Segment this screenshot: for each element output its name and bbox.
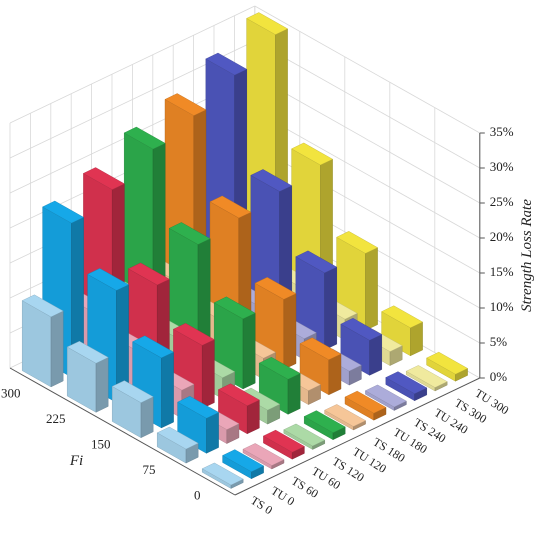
- bar-top: [258, 356, 301, 380]
- bar-top: [217, 383, 260, 407]
- bar-top: [324, 404, 367, 427]
- bar-top: [254, 277, 297, 300]
- bar-top: [262, 429, 305, 453]
- bar-top: [209, 195, 252, 219]
- grid-line: [254, 40, 480, 169]
- bar: [364, 384, 407, 411]
- bar: [177, 395, 220, 454]
- z-tick-label: 5%: [490, 334, 508, 349]
- bar: [283, 423, 326, 450]
- bar-front: [283, 293, 297, 370]
- bar-front: [324, 266, 337, 351]
- bar-front: [201, 339, 215, 409]
- bar: [381, 305, 424, 357]
- x-tick-label: 0: [194, 487, 201, 502]
- bar-top: [168, 222, 211, 245]
- bar-top: [303, 410, 346, 433]
- bar-top: [42, 200, 85, 224]
- bar: [426, 351, 469, 382]
- bar-top: [299, 337, 342, 361]
- bar-top: [426, 351, 469, 375]
- bar-top: [295, 250, 338, 274]
- bar: [324, 404, 367, 431]
- bar-top: [123, 126, 166, 150]
- bar-front: [287, 373, 301, 415]
- bar-top: [291, 142, 334, 166]
- grid-line: [254, 110, 480, 239]
- axis-line: [234, 377, 481, 496]
- bar-top: [21, 294, 64, 318]
- bar-front: [365, 247, 378, 331]
- bar-top: [82, 167, 125, 190]
- bar: [21, 294, 64, 388]
- bar-top: [405, 365, 448, 388]
- bar-top: [156, 426, 199, 450]
- bar-top: [250, 169, 293, 192]
- bar-top: [344, 390, 387, 414]
- bars: [21, 12, 469, 489]
- bar: [405, 365, 448, 392]
- z-tick-label: 15%: [490, 264, 514, 279]
- bar: [201, 462, 244, 489]
- x-tick-label: 225: [46, 411, 66, 426]
- bar-top: [283, 423, 326, 447]
- bar-top: [340, 317, 383, 341]
- bar-top: [172, 323, 215, 346]
- bar: [344, 390, 387, 421]
- bar-front: [369, 334, 382, 376]
- x-axis-title: Fi: [69, 453, 83, 469]
- bar: [242, 443, 285, 470]
- z-tick-label: 20%: [490, 229, 514, 244]
- bar-front: [140, 396, 154, 439]
- bar-top: [66, 340, 109, 364]
- bar-top: [242, 443, 285, 466]
- bar-front: [328, 353, 342, 396]
- bar-top: [336, 231, 379, 254]
- bar-top: [205, 52, 248, 76]
- bar-top: [111, 380, 154, 403]
- x-tick-label: 150: [91, 436, 111, 451]
- bar: [66, 340, 109, 413]
- bar: [262, 429, 305, 460]
- bar-top: [213, 296, 256, 320]
- bar: [303, 410, 346, 441]
- bar-top: [164, 93, 207, 116]
- bar-front: [242, 312, 256, 390]
- bar-top: [381, 305, 424, 329]
- z-tick-label: 10%: [490, 299, 514, 314]
- bar: [156, 426, 199, 464]
- bar-top: [132, 335, 175, 359]
- x-tick-label: 300: [1, 386, 21, 401]
- z-tick-label: 30%: [490, 159, 514, 174]
- bar-top: [87, 268, 130, 291]
- bar-front: [95, 357, 109, 413]
- bar: [385, 371, 428, 402]
- bar-front: [161, 351, 174, 429]
- bar-top: [246, 12, 289, 35]
- axis-line: [9, 367, 236, 496]
- bar: [111, 380, 154, 439]
- z-tick-label: 25%: [490, 194, 514, 209]
- bar-top: [364, 384, 407, 408]
- bar-top: [385, 371, 428, 394]
- bar-top: [201, 462, 244, 486]
- bar-top: [177, 395, 220, 419]
- z-axis-title: Strength Loss Rate: [519, 199, 535, 312]
- bar: [217, 383, 260, 435]
- z-tick-label: 35%: [490, 124, 514, 139]
- x-tick-label: 75: [143, 462, 156, 477]
- bar-top: [127, 262, 170, 286]
- bar-front: [50, 310, 64, 388]
- bar-front: [206, 412, 219, 454]
- bar: [222, 449, 265, 480]
- grid-line: [254, 5, 480, 134]
- grid-line: [254, 75, 480, 204]
- z-tick-label: 0%: [490, 369, 508, 384]
- bar-top: [222, 449, 265, 472]
